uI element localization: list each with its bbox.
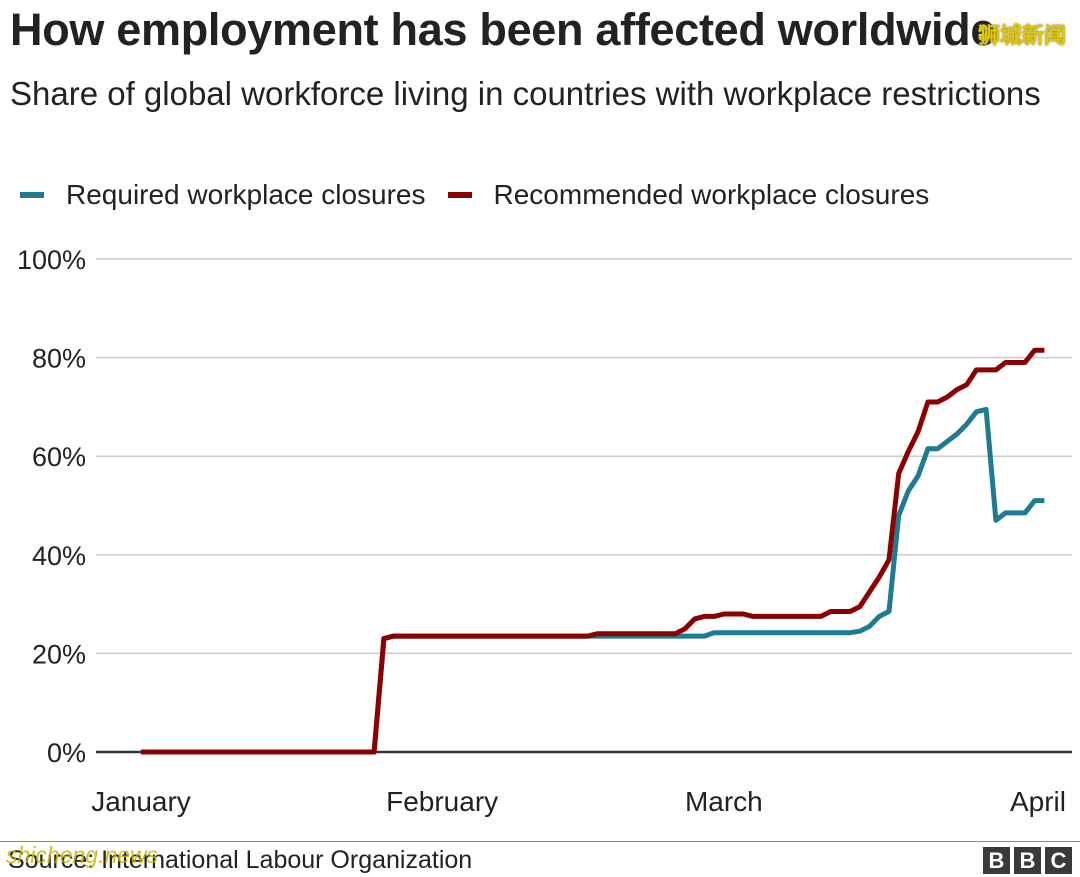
footer-divider — [0, 841, 1080, 842]
series-line-recommended — [141, 347, 1045, 755]
watermark-text-top: 狮城新闻 — [977, 23, 1066, 48]
y-tick-label: 20% — [32, 639, 86, 669]
bbc-logo: B B C — [979, 847, 1072, 874]
legend-swatch-required — [20, 192, 44, 198]
x-tick-label: April — [1010, 786, 1066, 817]
chart-subtitle: Share of global workforce living in coun… — [10, 75, 1041, 112]
bbc-logo-letter: C — [1045, 847, 1072, 874]
y-tick-label: 60% — [32, 442, 86, 472]
legend-item-required: Required workplace closures — [20, 179, 426, 211]
chart-title: How employment has been affected worldwi… — [10, 4, 996, 55]
x-tick-label: February — [386, 786, 498, 817]
legend-item-recommended: Recommended workplace closures — [447, 179, 930, 211]
y-tick-label: 0% — [47, 738, 86, 768]
bbc-logo-letter: B — [1014, 847, 1041, 874]
legend-swatch-recommended — [447, 192, 472, 198]
series-line-required — [141, 406, 1045, 755]
bbc-logo-letter: B — [983, 847, 1010, 874]
chart-legend: Required workplace closures Recommended … — [20, 175, 951, 215]
x-tick-label: March — [685, 786, 763, 817]
legend-label-required: Required workplace closures — [66, 179, 426, 210]
watermark-text-bottom: shicheng.news — [6, 842, 159, 868]
y-tick-label: 80% — [32, 344, 86, 374]
x-tick-label: January — [91, 786, 191, 817]
y-tick-label: 100% — [17, 245, 86, 275]
legend-label-recommended: Recommended workplace closures — [493, 179, 930, 210]
y-tick-label: 40% — [32, 541, 86, 571]
source-note: Source: International Labour Organizatio… — [8, 846, 473, 874]
